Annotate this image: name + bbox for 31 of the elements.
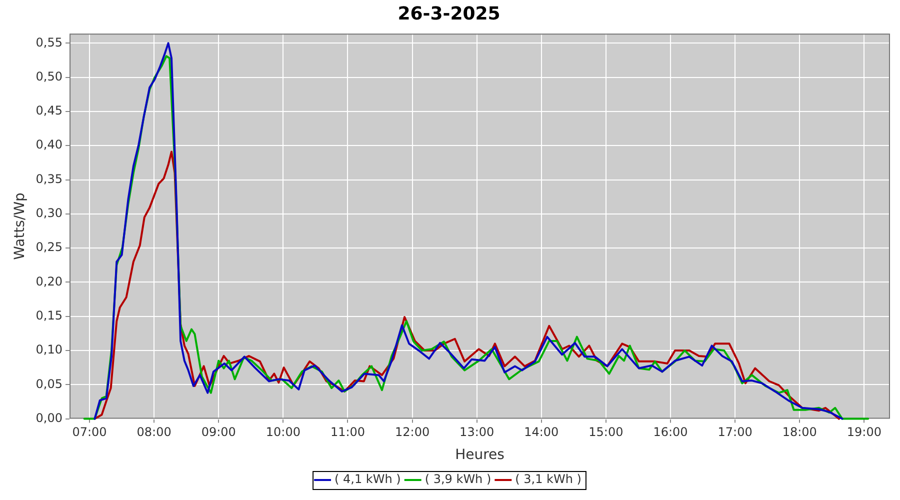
chart-title: 26-3-2025 (398, 3, 500, 24)
x-tick-label: 13:00 (460, 425, 494, 440)
x-tick-label: 09:00 (201, 425, 236, 440)
y-tick-label: 0,20 (36, 274, 63, 288)
y-tick-label: 0,10 (36, 342, 63, 357)
x-tick-label: 07:00 (72, 425, 107, 440)
y-tick-label: 0,00 (36, 410, 63, 425)
x-tick-label: 18:00 (782, 425, 817, 440)
y-axis-title: Watts/Wp (12, 192, 28, 260)
legend-label: ( 4,1 kWh ) (334, 472, 401, 486)
y-tick-label: 0,45 (36, 104, 63, 118)
x-tick-label: 19:00 (846, 425, 882, 440)
x-axis-title: Heures (455, 447, 504, 464)
y-tick-label: 0,35 (36, 172, 63, 186)
y-tick-label: 0,25 (36, 240, 63, 254)
y-tick-label: 0,55 (36, 35, 63, 50)
x-tick-label: 16:00 (653, 425, 688, 440)
y-tick-label: 0,15 (36, 308, 63, 322)
x-tick-label: 10:00 (266, 425, 300, 440)
x-tick-label: 14:00 (524, 425, 559, 440)
x-tick-label: 11:00 (330, 425, 366, 440)
y-tick-label: 0,50 (36, 69, 63, 84)
x-tick-label: 12:00 (395, 425, 430, 440)
x-tick-label: 15:00 (588, 425, 624, 440)
y-tick-label: 0,05 (36, 376, 63, 391)
x-tick-label: 08:00 (136, 425, 172, 440)
legend-label: ( 3,1 kWh ) (515, 472, 582, 486)
y-tick-label: 0,30 (36, 206, 63, 220)
legend-label: ( 3,9 kWh ) (424, 472, 492, 486)
x-tick-label: 17:00 (718, 425, 752, 440)
y-tick-label: 0,40 (36, 138, 63, 152)
